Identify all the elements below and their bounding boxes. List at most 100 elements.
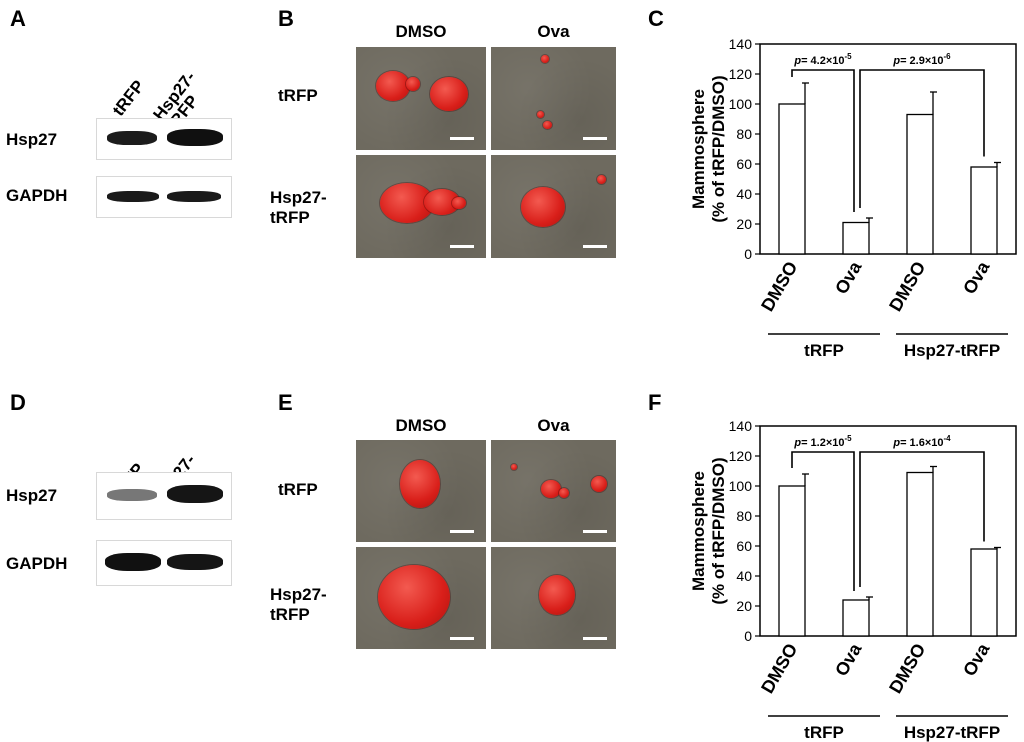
significance-bracket — [791, 69, 855, 212]
sphere — [537, 111, 544, 118]
band — [107, 489, 157, 501]
x-tick-label: DMSO — [885, 258, 929, 315]
sphere — [541, 480, 561, 498]
scale-bar — [450, 137, 474, 140]
p-value: = 1.2×10 — [801, 437, 844, 449]
group-label: Hsp27-tRFP — [904, 341, 1000, 360]
y-tick-label: 100 — [729, 478, 753, 494]
micro-row-hsp27-trfp: Hsp27- tRFP — [270, 188, 327, 227]
panel-label-a: A — [10, 6, 26, 31]
plot-frame — [759, 425, 1017, 637]
y-tick-label: 120 — [729, 66, 753, 82]
scale-bar — [583, 245, 607, 248]
sphere — [591, 476, 607, 492]
y-tick-label: 20 — [736, 598, 752, 614]
y-tick-label: 40 — [736, 568, 752, 584]
p-symbol: p — [793, 55, 801, 67]
y-tick-label: 20 — [736, 216, 752, 232]
p-value-label: p= 4.2×10-5 — [793, 52, 852, 67]
panel-label-c: C — [648, 6, 664, 31]
sphere — [511, 464, 517, 470]
sphere — [406, 77, 420, 91]
wb-row-gapdh: GAPDH — [6, 186, 68, 205]
p-value-label: p= 1.6×10-4 — [892, 434, 951, 449]
y-tick-label: 40 — [736, 186, 752, 202]
y-axis-label: Mammosphere(% of tRFP/DMSO) — [689, 457, 728, 604]
bar — [842, 599, 870, 637]
sphere — [541, 55, 549, 63]
group-label: Hsp27-tRFP — [904, 723, 1000, 742]
y-tick-label: 140 — [729, 36, 753, 52]
micrograph-trfp-dmso — [356, 47, 486, 150]
y-axis-label-line: Mammosphere — [689, 89, 708, 209]
micro-col-ova: Ova — [537, 22, 570, 41]
x-tick-label: DMSO — [757, 640, 801, 697]
scale-bar — [450, 637, 474, 640]
band — [167, 485, 223, 503]
micro-col-ova: Ova — [537, 416, 570, 435]
micrograph-hsp27-dmso — [356, 155, 486, 258]
y-tick-label: 80 — [736, 126, 752, 142]
bar — [842, 221, 870, 255]
x-tick-label: Ova — [959, 639, 994, 679]
bar — [970, 548, 998, 637]
p-value-label: p= 1.2×10-5 — [793, 434, 852, 449]
scale-bar — [583, 637, 607, 640]
p-exponent: -5 — [845, 52, 853, 61]
micro-row-trfp: tRFP — [278, 86, 318, 105]
y-tick-label: 140 — [729, 418, 753, 434]
bar — [970, 166, 998, 255]
p-value: = 1.6×10 — [900, 437, 943, 449]
sphere — [452, 197, 466, 209]
y-axis-label: Mammosphere(% of tRFP/DMSO) — [689, 75, 728, 222]
scale-bar — [583, 137, 607, 140]
y-tick-label: 60 — [736, 156, 752, 172]
band — [167, 554, 223, 570]
significance-bracket — [859, 451, 985, 587]
sphere — [376, 71, 410, 101]
panel-label-e: E — [278, 390, 293, 415]
y-tick-label: 80 — [736, 508, 752, 524]
micro-row-hsp27-trfp: Hsp27- tRFP — [270, 585, 327, 624]
p-symbol: p — [892, 55, 900, 67]
band — [167, 191, 221, 202]
y-axis-label-line: Mammosphere — [689, 471, 708, 591]
micrograph-trfp-ova — [491, 440, 616, 542]
p-exponent: -6 — [944, 52, 952, 61]
p-value: = 2.9×10 — [900, 55, 943, 67]
bar — [906, 471, 934, 637]
y-axis-label-line: (% of tRFP/DMSO) — [709, 75, 728, 222]
x-tick-label: Ova — [831, 257, 866, 297]
x-tick-label: DMSO — [757, 258, 801, 315]
plot-frame — [759, 43, 1017, 255]
wb-row-hsp27: Hsp27 — [6, 130, 58, 149]
bar — [778, 103, 806, 255]
y-tick-label: 60 — [736, 538, 752, 554]
y-tick-label: 120 — [729, 448, 753, 464]
significance-bracket — [791, 451, 855, 591]
band — [105, 553, 161, 571]
bar-chart-c: 0 20 40 60 80 100 120 140 Mammosphere(% of tRFP/… — [689, 36, 1017, 360]
bar — [906, 113, 934, 255]
p-exponent: -4 — [944, 434, 952, 443]
scale-bar — [583, 530, 607, 533]
wb-row-gapdh: GAPDH — [6, 554, 68, 573]
significance-bracket — [859, 69, 985, 208]
wb-col-trfp: tRFP — [108, 76, 149, 120]
blot-strip-hsp27 — [96, 472, 232, 520]
micro-col-dmso: DMSO — [395, 416, 447, 435]
p-symbol: p — [793, 437, 801, 449]
panel-label-b: B — [278, 6, 294, 31]
bar-chart-f: 0 20 40 60 80 100 120 140 Mammosphere(% of tRFP/… — [689, 418, 1017, 742]
panel-label-f: F — [648, 390, 662, 415]
sphere — [521, 187, 565, 227]
p-exponent: -5 — [845, 434, 853, 443]
y-tick-label: 0 — [744, 628, 752, 644]
p-value: = 4.2×10 — [801, 55, 844, 67]
blot-strip-gapdh — [96, 540, 232, 586]
micrograph-hsp27-ova — [491, 547, 616, 649]
scale-bar — [450, 245, 474, 248]
micrograph-trfp-dmso — [356, 440, 486, 542]
group-label: tRFP — [804, 723, 844, 742]
blot-strip-hsp27 — [96, 118, 232, 160]
